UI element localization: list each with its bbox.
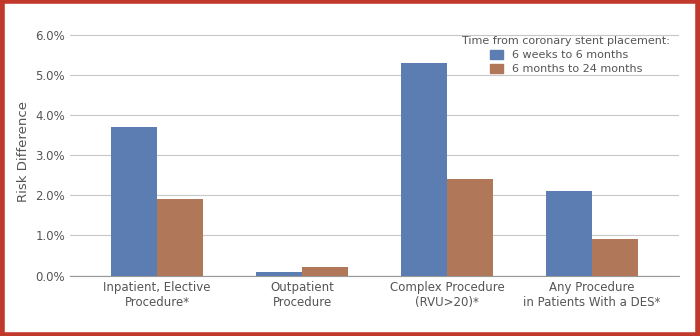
Bar (400, 63, 447, 276)
Bar (111, 127, 157, 276)
Y-axis label: Risk Difference: Risk Difference (17, 101, 30, 202)
Bar (302, 267, 349, 276)
Bar (545, 191, 592, 276)
Bar (447, 179, 494, 276)
Legend: 6 weeks to 6 months, 6 months to 24 months: 6 weeks to 6 months, 6 months to 24 mont… (459, 33, 673, 78)
Bar (157, 199, 204, 276)
Bar (256, 271, 302, 276)
Bar (592, 240, 638, 276)
